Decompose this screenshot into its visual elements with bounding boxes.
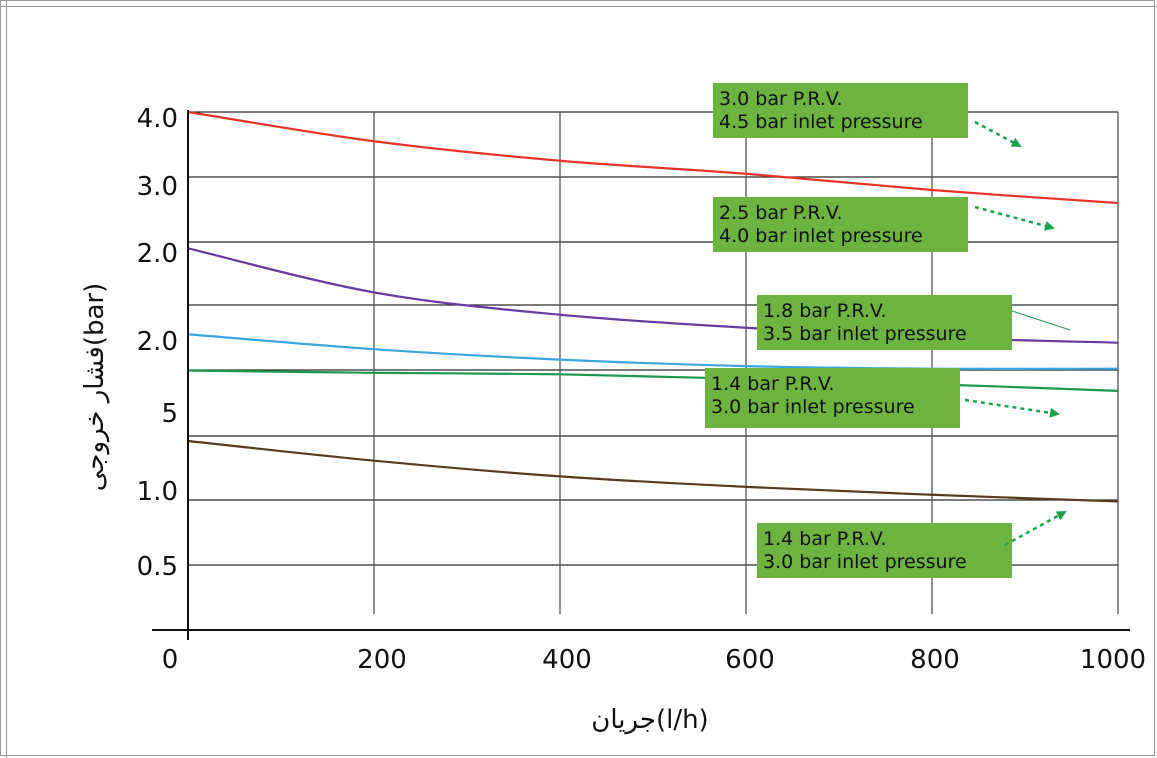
frame-inner-border-left (6, 0, 7, 758)
annotation-line-2: 3.0 bar inlet pressure (763, 551, 967, 573)
x-tick-label: 1000 (1080, 645, 1146, 675)
x-axis-title: جریان(l/h) (591, 705, 708, 735)
axes (152, 110, 1130, 640)
x-tick-label: 400 (542, 645, 592, 675)
annotation-line-2: 3.5 bar inlet pressure (763, 323, 967, 345)
annotation-line-2: 4.5 bar inlet pressure (719, 111, 923, 133)
annotation-arrow (1004, 510, 1067, 547)
annotation-label: 1.4 bar P.R.V.3.0 bar inlet pressure (705, 368, 1060, 428)
x-tick-label: 600 (725, 645, 775, 675)
y-tick-label: 2.0 (137, 327, 178, 357)
annotation-line-2: 4.0 bar inlet pressure (719, 225, 923, 247)
annotations: 3.0 bar P.R.V.4.5 bar inlet pressure 2.5 … (705, 83, 1071, 578)
annotation-arrow (964, 398, 1060, 418)
y-tick-labels: 0.5 1.0 5 2.0 2.0 3.0 4.0 (137, 104, 178, 582)
y-tick-label: 1.0 (137, 477, 178, 507)
annotation-line-1: 1.4 bar P.R.V. (763, 528, 887, 550)
y-tick-label: 0.5 (137, 552, 178, 582)
series-line-1 (187, 110, 1119, 205)
annotation-line-1: 3.0 bar P.R.V. (719, 88, 843, 110)
y-tick-label: 5 (161, 399, 178, 429)
series-line-5 (187, 439, 1119, 503)
y-tick-label: 2.0 (137, 239, 178, 269)
annotation-box (705, 368, 960, 428)
annotation-arrow (974, 120, 1022, 148)
annotation-line-2: 3.0 bar inlet pressure (711, 396, 915, 418)
annotation-arrow (974, 205, 1055, 231)
x-tick-label: 0 (162, 645, 179, 675)
x-tick-labels: 0 200 400 600 800 1000 (162, 645, 1146, 675)
annotation-box (713, 83, 968, 138)
annotation-label: 3.0 bar P.R.V.4.5 bar inlet pressure (713, 83, 1022, 148)
annotation-box (757, 295, 1012, 350)
annotation-arrow (1011, 310, 1071, 331)
annotation-line-1: 1.8 bar P.R.V. (763, 300, 887, 322)
annotation-label: 1.8 bar P.R.V.3.5 bar inlet pressure (757, 295, 1071, 350)
y-tick-label: 4.0 (137, 104, 178, 134)
annotation-box (713, 197, 968, 252)
annotation-box (757, 523, 1012, 578)
annotation-line-1: 2.5 bar P.R.V. (719, 202, 843, 224)
y-axis-title: فشار خروجی(bar) (80, 283, 110, 492)
annotation-label: 1.4 bar P.R.V.3.0 bar inlet pressure (757, 510, 1067, 578)
x-tick-label: 800 (910, 645, 960, 675)
annotation-label: 2.5 bar P.R.V.4.0 bar inlet pressure (713, 197, 1055, 252)
frame-inner-border-top (0, 6, 1157, 7)
y-tick-label: 3.0 (137, 172, 178, 202)
series-line-4 (187, 369, 1119, 392)
x-tick-label: 200 (357, 645, 407, 675)
annotation-line-1: 1.4 bar P.R.V. (711, 373, 835, 395)
